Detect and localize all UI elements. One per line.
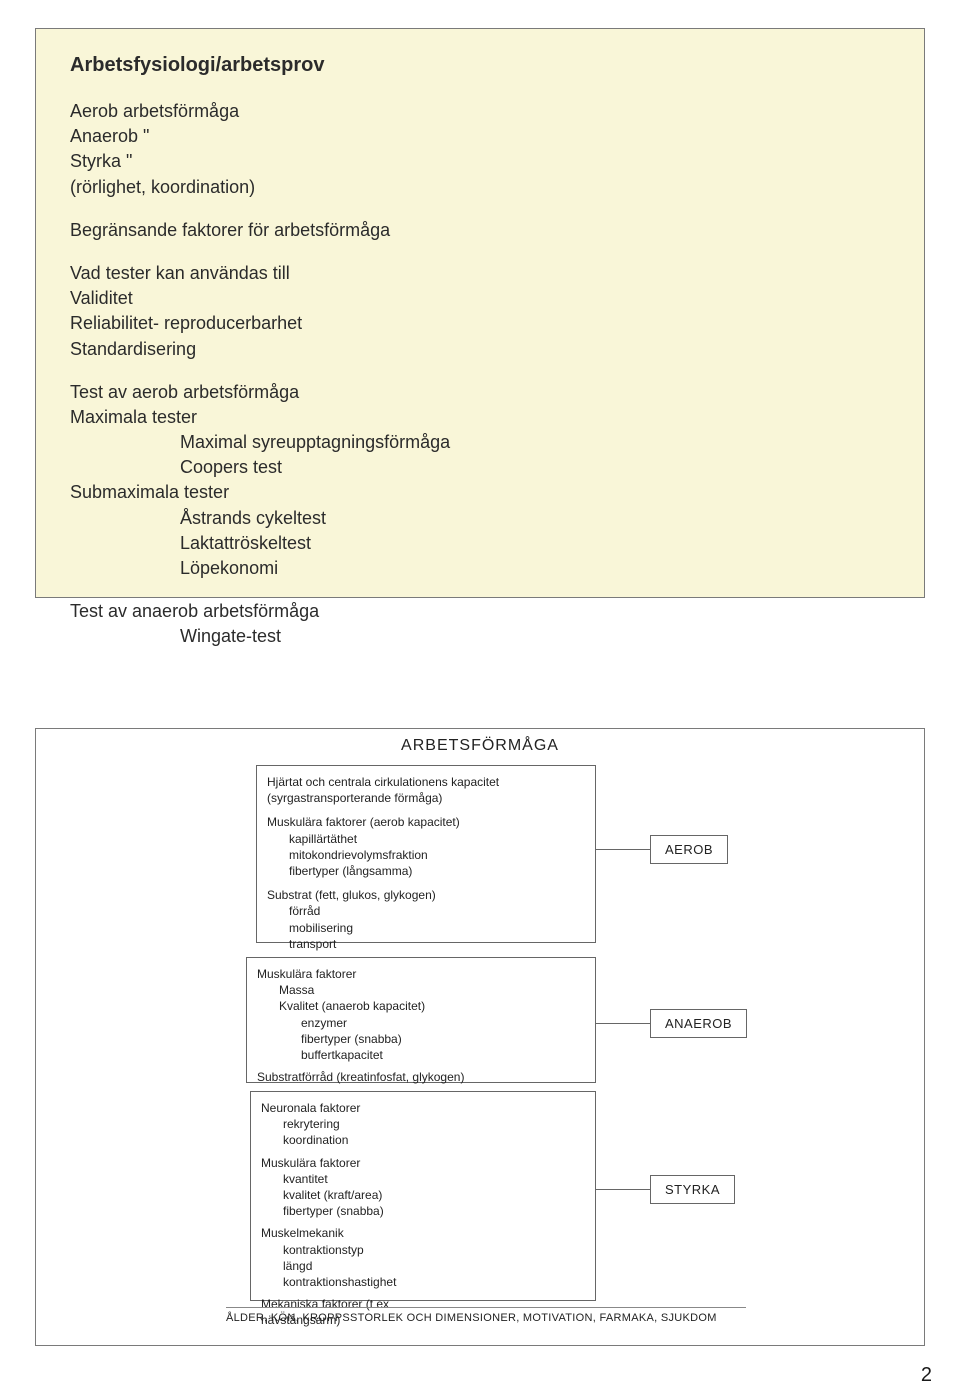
s1-aerob-h: Test av aerob arbetsförmåga [70, 380, 890, 405]
diagram-title: ARBETSFÖRMÅGA [36, 737, 924, 755]
label-styrka: STYRKA [650, 1175, 735, 1204]
aerob-l3b: mitokondrievolymsfraktion [267, 847, 585, 863]
styrka-l2: Muskulära faktorer [261, 1155, 585, 1171]
page-number: 2 [921, 1364, 932, 1387]
aerob-l4: Substrat (fett, glukos, glykogen) [267, 887, 585, 903]
styrka-l3b: längd [261, 1258, 585, 1274]
slide-1: Arbetsfysiologi/arbetsprov Aerob arbetsf… [35, 28, 925, 598]
styrka-l3c: kontraktionshastighet [261, 1274, 585, 1290]
s1-aerob-sub2: Laktattröskeltest [70, 531, 890, 556]
styrka-l3a: kontraktionstyp [261, 1242, 585, 1258]
styrka-l1a: rekrytering [261, 1116, 585, 1132]
aerob-l4c: transport [267, 936, 585, 952]
connector-anaerob [596, 1023, 650, 1024]
aerob-l3c: fibertyper (långsamma) [267, 863, 585, 879]
label-anaerob: ANAEROB [650, 1009, 747, 1038]
s1-aerob-sub-h: Submaximala tester [70, 480, 890, 505]
s1-capacity-l4: (rörlighet, koordination) [70, 175, 890, 200]
s1-limiting: Begränsande faktorer för arbetsförmåga [70, 218, 890, 243]
s1-aerob-max1: Maximal syreupptagningsförmåga [70, 430, 890, 455]
slide-2: ARBETSFÖRMÅGA Hjärtat och centrala cirku… [35, 728, 925, 1346]
page: Arbetsfysiologi/arbetsprov Aerob arbetsf… [0, 0, 960, 1399]
anaerob-l2: Substratförråd (kreatinfosfat, glykogen) [257, 1069, 585, 1085]
anaerob-l1b3: buffertkapacitet [257, 1047, 585, 1063]
box-styrka: Neuronala faktorer rekrytering koordinat… [250, 1091, 596, 1301]
aerob-l2: (syrgastransporterande förmåga) [267, 790, 585, 806]
box-anaerob: Muskulära faktorer Massa Kvalitet (anaer… [246, 957, 596, 1083]
anaerob-l1b2: fibertyper (snabba) [257, 1031, 585, 1047]
box-aerob: Hjärtat och centrala cirkulationens kapa… [256, 765, 596, 943]
s1-anaerob-l1: Wingate-test [70, 624, 890, 649]
s1-aerob-sub3: Löpekonomi [70, 556, 890, 581]
s1-aerob-max-h: Maximala tester [70, 405, 890, 430]
aerob-l1: Hjärtat och centrala cirkulationens kapa… [267, 774, 585, 790]
s1-meta-l2: Validitet [70, 286, 890, 311]
diagram-arbetsformaga: ARBETSFÖRMÅGA Hjärtat och centrala cirku… [36, 729, 924, 1345]
styrka-l1b: koordination [261, 1132, 585, 1148]
s1-aerob-sub1: Åstrands cykeltest [70, 506, 890, 531]
s1-meta-l4: Standardisering [70, 337, 890, 362]
connector-styrka [596, 1189, 650, 1190]
aerob-l3: Muskulära faktorer (aerob kapacitet) [267, 814, 585, 830]
anaerob-l1: Muskulära faktorer [257, 966, 585, 982]
anaerob-l1b: Kvalitet (anaerob kapacitet) [257, 998, 585, 1014]
s1-anaerob-h: Test av anaerob arbetsförmåga [70, 599, 890, 624]
s1-meta-l3: Reliabilitet- reproducerbarhet [70, 311, 890, 336]
styrka-l2c: fibertyper (snabba) [261, 1203, 585, 1219]
styrka-l3: Muskelmekanik [261, 1225, 585, 1241]
aerob-l4a: förråd [267, 903, 585, 919]
styrka-l2a: kvantitet [261, 1171, 585, 1187]
s1-capacity-l1: Aerob arbetsförmåga [70, 99, 890, 124]
aerob-l3a: kapillärtäthet [267, 831, 585, 847]
s1-capacity-l2: Anaerob " [70, 124, 890, 149]
slide1-heading: Arbetsfysiologi/arbetsprov [70, 51, 890, 79]
styrka-l2b: kvalitet (kraft/area) [261, 1187, 585, 1203]
s1-capacity-l3: Styrka " [70, 149, 890, 174]
s1-aerob-max2: Coopers test [70, 455, 890, 480]
connector-aerob [596, 849, 650, 850]
diagram-footer: ÅLDER, KÖN, KROPPSSTORLEK OCH DIMENSIONE… [226, 1307, 746, 1324]
anaerob-l1a: Massa [257, 982, 585, 998]
label-aerob: AEROB [650, 835, 728, 864]
anaerob-l1b1: enzymer [257, 1015, 585, 1031]
s1-meta-l1: Vad tester kan användas till [70, 261, 890, 286]
styrka-l1: Neuronala faktorer [261, 1100, 585, 1116]
aerob-l4b: mobilisering [267, 920, 585, 936]
